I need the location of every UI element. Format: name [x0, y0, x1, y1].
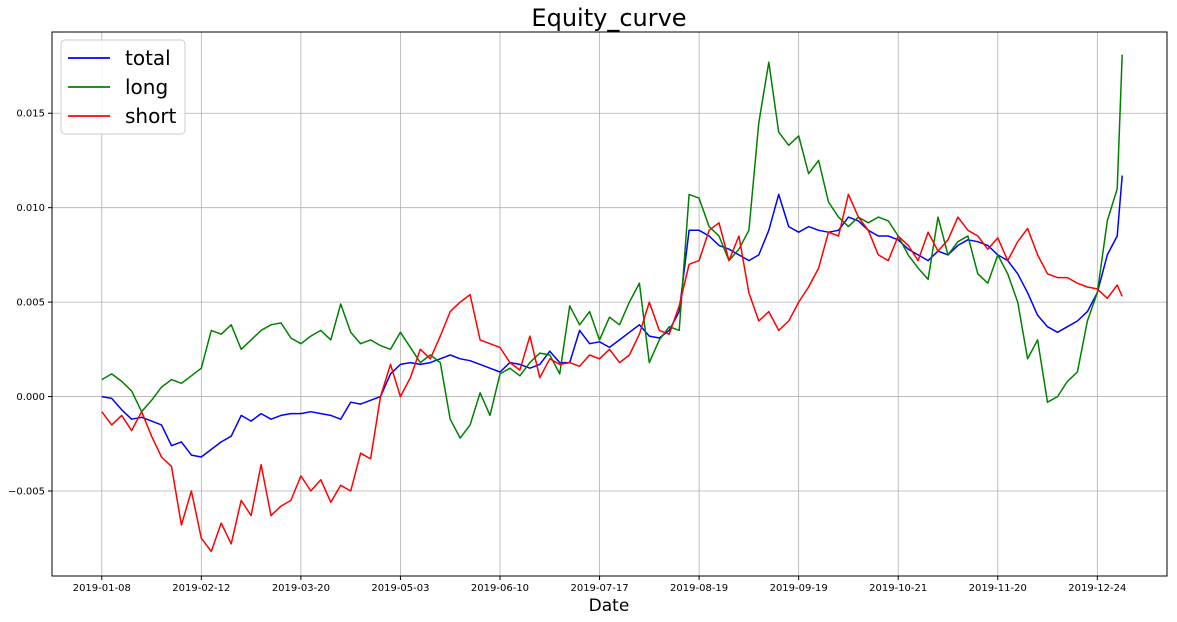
series-line-long [101, 54, 1123, 439]
series-line-total [101, 175, 1123, 458]
y-tick-label: −0.005 [8, 487, 45, 498]
x-tick-label: 2019-09-19 [770, 583, 828, 594]
legend-box [60, 39, 186, 135]
x-tick-label: 2019-03-20 [272, 583, 330, 594]
x-axis-ticks: 2019-01-08 2019-02-12 2019-03-20 2019-05-03… [73, 576, 1126, 594]
x-axis-label: Date [589, 596, 630, 616]
legend-label-total: total [125, 46, 171, 70]
grid [52, 32, 1167, 576]
y-tick-label: 0.015 [16, 109, 45, 120]
legend: total long short [60, 39, 186, 135]
x-tick-label: 2019-11-20 [969, 583, 1027, 594]
x-tick-label: 2019-12-24 [1068, 583, 1126, 594]
x-tick-label: 2019-02-12 [172, 583, 230, 594]
y-axis-ticks: −0.005 0.000 0.005 0.010 0.015 [8, 109, 52, 498]
y-tick-label: 0.000 [16, 392, 45, 403]
chart-title: Equity_curve [531, 4, 686, 32]
x-tick-label: 2019-06-10 [471, 583, 529, 594]
y-tick-label: 0.005 [16, 298, 45, 309]
legend-label-long: long [125, 75, 168, 99]
series-line-short [101, 193, 1123, 553]
x-tick-label: 2019-05-03 [371, 583, 429, 594]
plot-frame [51, 31, 1168, 577]
x-tick-label: 2019-01-08 [73, 583, 131, 594]
x-tick-label: 2019-10-21 [869, 583, 927, 594]
y-tick-label: 0.010 [16, 203, 45, 214]
x-tick-label: 2019-07-17 [570, 583, 628, 594]
x-tick-label: 2019-08-19 [670, 583, 728, 594]
series-lines [101, 54, 1123, 553]
legend-label-short: short [125, 104, 177, 128]
